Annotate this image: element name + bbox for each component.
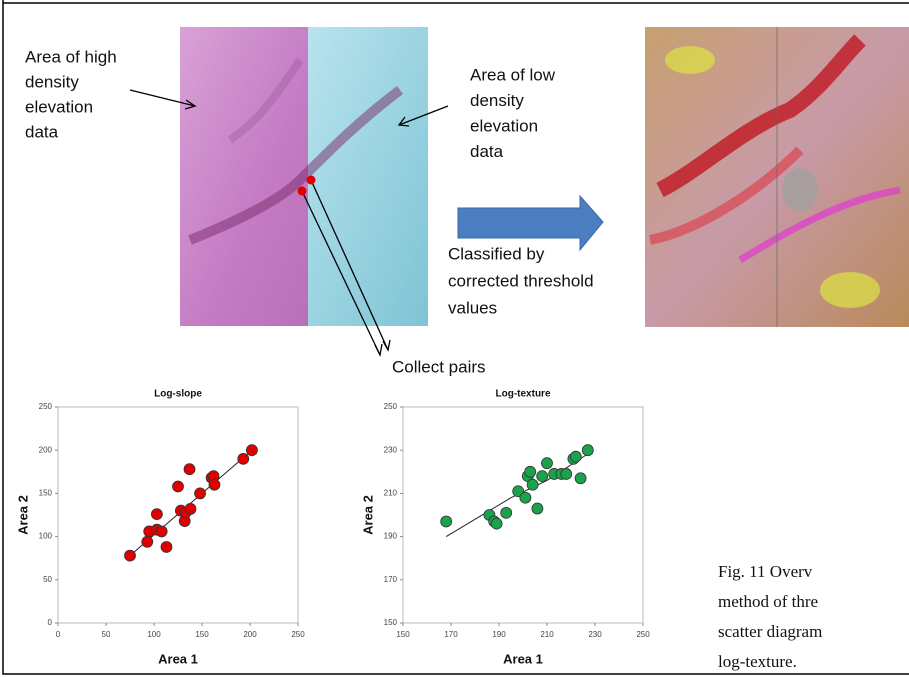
y-tick-label: 230 <box>384 445 398 454</box>
callout-text: elevation <box>470 116 538 135</box>
x-axis-label: Area 1 <box>158 651 198 666</box>
y-tick-label: 250 <box>384 402 398 411</box>
x-tick-label: 250 <box>291 630 305 639</box>
point <box>172 480 184 493</box>
maps <box>180 27 909 327</box>
callout-text: data <box>470 142 504 161</box>
classified-patch <box>820 272 880 308</box>
point <box>194 487 206 500</box>
point <box>184 503 197 515</box>
x-tick-label: 170 <box>444 630 458 639</box>
ridge <box>188 86 404 245</box>
y-tick-label: 190 <box>384 532 398 541</box>
x-tick-label: 0 <box>56 630 61 639</box>
caption-line: scatter diagram <box>718 622 822 641</box>
point <box>531 502 544 515</box>
y-tick-label: 0 <box>48 618 53 627</box>
point <box>150 508 163 521</box>
point <box>541 457 553 470</box>
x-tick-label: 100 <box>147 630 161 639</box>
point <box>160 541 173 553</box>
high-density-map <box>180 27 308 326</box>
callout-text: Area of low <box>470 65 556 84</box>
callout-text: data <box>25 122 59 141</box>
point <box>574 472 587 485</box>
x-tick-label: 150 <box>195 630 209 639</box>
y-tick-label: 100 <box>39 532 53 541</box>
point <box>246 444 258 457</box>
caption-line: log-texture. <box>718 652 797 671</box>
x-tick-label: 50 <box>102 630 111 639</box>
x-tick-label: 210 <box>540 630 554 639</box>
point <box>237 452 250 465</box>
x-tick-label: 150 <box>396 630 410 639</box>
y-tick-label: 170 <box>384 575 398 584</box>
x-tick-label: 250 <box>636 630 650 639</box>
classified-patch <box>665 46 715 74</box>
x-axis-label: Area 1 <box>503 651 543 666</box>
callout-text: Collect pairs <box>392 357 486 376</box>
callout-text: Classified by <box>448 244 545 263</box>
caption-line: Fig. 11 Overv <box>718 562 813 581</box>
point <box>490 517 503 530</box>
callout-text: elevation <box>25 97 93 116</box>
point <box>208 478 221 491</box>
y-axis-label: Area 2 <box>360 495 375 535</box>
classified-ridge <box>656 34 866 198</box>
y-tick-label: 50 <box>43 575 52 584</box>
callout-arrows <box>129 89 449 358</box>
sample-point <box>297 186 307 196</box>
callout-text: density <box>25 72 79 91</box>
point <box>536 470 549 483</box>
point <box>124 549 136 562</box>
ridge <box>227 57 304 144</box>
y-tick-label: 150 <box>384 618 398 627</box>
chart-title: Log-texture <box>496 389 551 400</box>
flow-arrow <box>457 194 604 252</box>
point <box>560 468 573 480</box>
sample-point <box>306 175 316 185</box>
chart-title: Log-slope <box>154 389 202 400</box>
point <box>569 450 582 463</box>
callout-text: values <box>448 298 497 317</box>
callout-text: corrected threshold <box>448 271 594 290</box>
classified-ridge <box>738 186 901 264</box>
x-tick-label: 190 <box>492 630 506 639</box>
point <box>581 444 594 457</box>
point <box>155 525 168 538</box>
point <box>141 535 154 548</box>
point <box>440 515 453 528</box>
x-tick-label: 230 <box>588 630 602 639</box>
point <box>524 465 537 478</box>
callout-text: density <box>470 91 524 110</box>
callout-text: Area of high <box>25 47 117 66</box>
y-tick-label: 150 <box>39 489 53 498</box>
point <box>500 506 513 519</box>
x-tick-label: 200 <box>243 630 257 639</box>
classified-patch <box>782 168 818 212</box>
point <box>519 491 532 504</box>
y-tick-label: 210 <box>384 489 398 498</box>
plot-area <box>57 406 299 624</box>
classified-ridge <box>648 146 804 245</box>
point <box>183 463 196 476</box>
y-tick-label: 250 <box>39 402 53 411</box>
plot-area <box>402 406 644 624</box>
y-axis-label: Area 2 <box>15 495 30 535</box>
point <box>526 478 539 491</box>
low-density-map <box>308 27 428 326</box>
y-tick-label: 200 <box>39 445 53 454</box>
caption-line: method of thre <box>718 592 818 611</box>
